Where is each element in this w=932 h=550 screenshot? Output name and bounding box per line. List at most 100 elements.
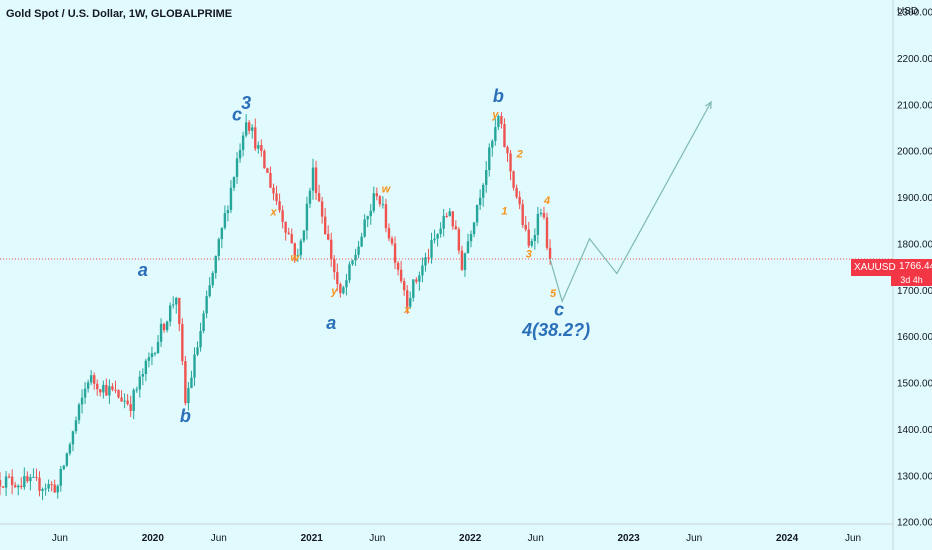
currency-label: USD — [897, 6, 919, 17]
candle-body — [445, 215, 448, 217]
candle-body — [29, 477, 32, 482]
candle-body — [469, 234, 473, 242]
candle-body — [126, 400, 129, 405]
candle-body — [466, 241, 470, 254]
x-tick-label: 2024 — [776, 533, 799, 544]
candle-body — [348, 264, 351, 281]
candle-body — [402, 281, 406, 291]
candle-body — [363, 219, 366, 237]
candle-body — [193, 354, 196, 378]
x-tick-label: 2021 — [301, 533, 324, 544]
candle-body — [10, 476, 14, 486]
candle-body — [354, 254, 357, 261]
candle-body — [178, 297, 181, 325]
candle-body — [50, 484, 53, 486]
wave-label: b — [493, 86, 504, 106]
wave-label: 3 — [526, 248, 532, 260]
candle-body — [83, 388, 87, 398]
candle-body — [13, 485, 17, 488]
candle-body — [427, 257, 430, 259]
candle-body — [199, 331, 202, 348]
y-tick-label: 2000.00 — [897, 147, 932, 158]
y-tick-label: 1400.00 — [897, 425, 932, 436]
candle-body — [412, 279, 415, 298]
candle-body — [266, 168, 269, 173]
candle-body — [156, 341, 160, 354]
candle-body — [548, 247, 552, 260]
candle-body — [196, 347, 199, 355]
candle-body — [184, 361, 187, 404]
x-tick-label: Jun — [52, 533, 68, 544]
wave-label: 1 — [501, 206, 507, 218]
candle-body — [47, 484, 50, 489]
candle-body — [117, 390, 120, 398]
candle-body — [433, 238, 436, 241]
candle-body — [23, 476, 26, 488]
x-tick-label: Jun — [369, 533, 385, 544]
wave-label: 2 — [516, 149, 523, 161]
candle-body — [102, 384, 105, 393]
y-tick-label: 1500.00 — [897, 379, 932, 390]
candle-body — [320, 201, 324, 217]
candle-body — [521, 204, 524, 225]
candle-body — [333, 259, 336, 273]
candle-body — [281, 210, 284, 222]
candle-body — [327, 233, 330, 240]
wave-label: a — [326, 313, 336, 333]
wave-label: x — [403, 304, 411, 316]
wave-label: 5 — [550, 288, 557, 300]
candle-body — [1, 486, 5, 488]
wave-label: w — [290, 252, 300, 264]
candle-body — [275, 193, 278, 202]
candle-body — [59, 469, 62, 486]
candle-body — [481, 184, 485, 198]
candle-body — [278, 201, 281, 211]
wave-label: 4(38.2?) — [521, 320, 590, 340]
wave-label: y — [491, 109, 499, 121]
candle-body — [524, 224, 527, 230]
candle-body — [44, 488, 47, 490]
candle-body — [123, 400, 126, 402]
y-tick-label: 2300.00 — [897, 8, 932, 19]
candle-body — [384, 204, 388, 229]
candle-body — [269, 172, 272, 188]
candle-body — [235, 158, 239, 177]
wave-label: c — [232, 105, 242, 125]
candle-body — [409, 297, 412, 307]
chart-title: Gold Spot / U.S. Dollar, 1W, GLOBALPRIME — [6, 8, 233, 20]
wave-label: y — [330, 285, 338, 297]
candle-body — [415, 279, 418, 282]
candle-body — [53, 484, 56, 493]
candle-body — [62, 465, 66, 470]
candle-body — [399, 269, 403, 282]
candle-body — [153, 353, 157, 355]
candle-body — [500, 115, 503, 125]
candle-body — [436, 234, 439, 239]
candle-body — [205, 296, 208, 314]
candle-body — [108, 386, 111, 396]
candle-body — [217, 239, 221, 256]
candle-body — [442, 215, 445, 229]
candle-body — [181, 324, 184, 362]
x-tick-label: Jun — [211, 533, 227, 544]
candle-body — [168, 305, 172, 322]
candle-body — [254, 127, 257, 149]
candle-body — [299, 240, 303, 256]
candle-body — [247, 122, 251, 131]
candle-body — [460, 250, 464, 270]
candle-body — [357, 246, 360, 255]
x-tick-label: Jun — [845, 533, 861, 544]
candle-body — [494, 127, 497, 141]
candle-body — [111, 386, 114, 390]
candle-body — [302, 230, 306, 241]
candle-body — [165, 321, 169, 331]
wave-label: 4 — [543, 195, 550, 207]
candle-body — [478, 197, 482, 205]
candle-body — [150, 353, 154, 358]
candle-body — [263, 150, 266, 169]
candle-body — [430, 240, 433, 258]
candle-body — [159, 323, 163, 342]
candle-body — [305, 203, 309, 231]
candle-body — [336, 272, 339, 284]
